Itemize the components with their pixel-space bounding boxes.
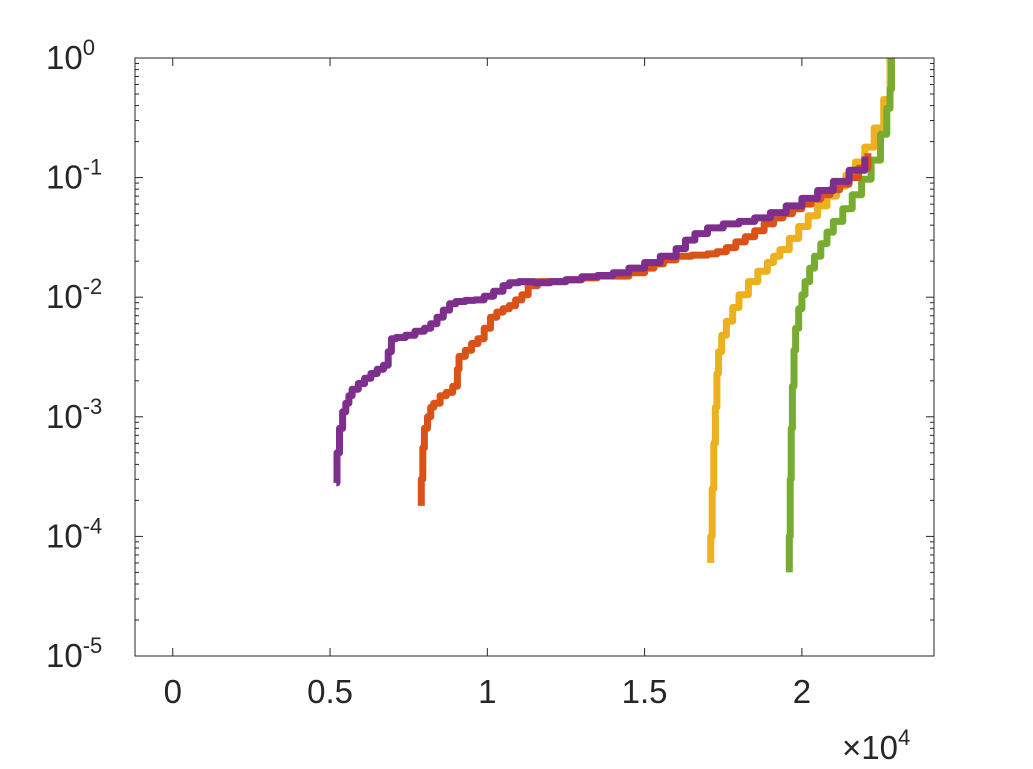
x-tick-label: 2 xyxy=(793,673,811,710)
plot-area xyxy=(135,58,934,656)
axes-box xyxy=(134,57,935,657)
y-tick-label: 10-1 xyxy=(46,155,102,196)
x-tick-label: 1 xyxy=(478,673,496,710)
series-line-4 xyxy=(333,156,869,487)
y-tick-label: 10-2 xyxy=(46,274,102,315)
x-tick-label: 0 xyxy=(164,673,182,710)
y-tick-label: 10-4 xyxy=(46,513,102,554)
x-tick-label: 0.5 xyxy=(307,673,353,710)
x-multiplier-label: ×104 xyxy=(842,725,910,766)
tick-layer: 0 0.5 1 1.5 2 10-5 10-4 10-3 10-2 10-1 100 xyxy=(46,35,934,710)
y-tick-label: 10-5 xyxy=(46,633,102,674)
series-line-2 xyxy=(785,58,895,573)
y-tick-label: 100 xyxy=(46,35,95,76)
y-tick-label: 10-3 xyxy=(46,394,102,435)
series-layer xyxy=(333,58,895,573)
x-tick-label: 1.5 xyxy=(622,673,668,710)
